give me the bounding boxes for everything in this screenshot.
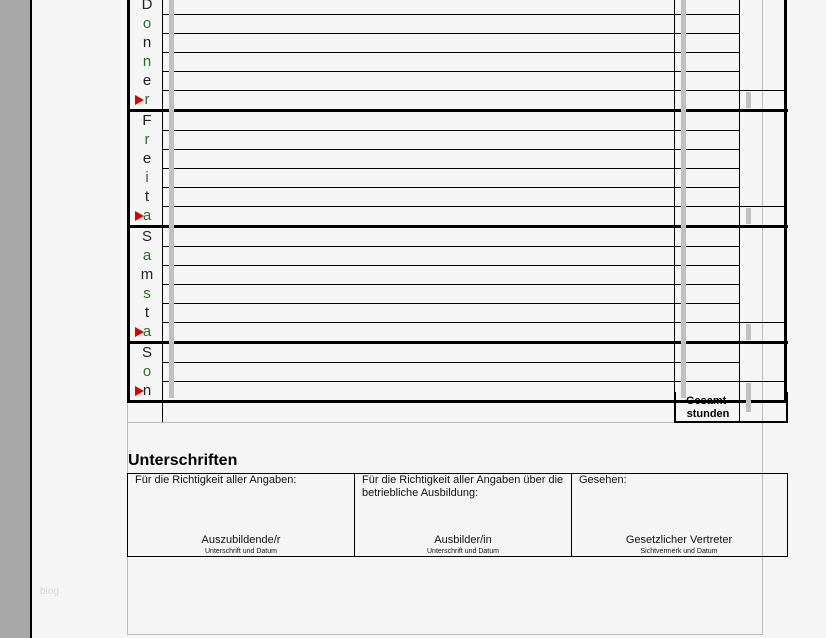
row-line <box>162 362 739 363</box>
total-hours-label: Gesamt- stunden <box>678 395 738 421</box>
sig-sub: Unterschrift und Datum <box>205 548 277 555</box>
day-letter: F <box>142 112 152 129</box>
sig-role: Gesetzlicher Vertreter <box>625 534 733 546</box>
day-letter: o <box>142 15 152 32</box>
total-hours-cell-marker <box>746 394 751 412</box>
day-letter: D <box>141 0 153 13</box>
row-line <box>162 284 739 285</box>
day-letter: o <box>142 363 152 380</box>
day-column-divider <box>162 0 163 422</box>
hours-cell-marker <box>746 92 751 108</box>
signature-cell-trainer[interactable]: Für die Richtigkeit aller Angaben über d… <box>355 474 571 556</box>
table-border-right <box>784 0 787 403</box>
comment-marker-icon <box>135 327 144 337</box>
day-letter: i <box>145 169 149 186</box>
left-gutter <box>0 0 32 638</box>
column-divider <box>674 0 675 400</box>
row-line <box>162 322 786 323</box>
row-line <box>162 381 786 382</box>
day-letter: S <box>141 344 152 361</box>
day-separator <box>127 109 788 112</box>
sig-divider <box>354 473 355 557</box>
row-line <box>162 168 739 169</box>
day-letter: e <box>142 150 152 167</box>
day-letter: t <box>144 188 150 205</box>
row-line <box>162 149 739 150</box>
column-marker <box>681 0 686 398</box>
column-marker <box>169 0 174 398</box>
row-line <box>162 206 786 207</box>
sig-divider <box>571 473 572 557</box>
total-label-line1: Gesamt- <box>685 395 731 407</box>
sig-role: Auszubildende/r <box>201 534 281 546</box>
signatures-table <box>127 473 788 557</box>
sig-text: Gesehen: <box>579 474 627 486</box>
watermark: blog <box>40 586 59 597</box>
table-bottom-rule <box>127 422 763 423</box>
day-letter: t <box>144 304 150 321</box>
day-separator <box>127 341 788 344</box>
comment-marker-icon <box>135 211 144 221</box>
day-letter: r <box>144 131 150 148</box>
hours-cell-marker <box>746 324 751 340</box>
comment-marker-icon <box>135 386 144 396</box>
day-letter: m <box>140 266 154 283</box>
day-letter: a <box>142 207 152 224</box>
sig-text: Für die Richtigkeit aller Angaben über d… <box>362 474 564 499</box>
total-hours-divider <box>739 392 740 423</box>
day-letter: r <box>144 91 150 108</box>
row-line <box>162 14 739 15</box>
total-hours-box <box>674 392 788 423</box>
day-letter: n <box>142 53 152 70</box>
day-separator <box>127 400 788 403</box>
signature-cell-guardian[interactable]: Gesehen: Gesetzlicher Vertreter Sichtver… <box>572 474 786 556</box>
comment-marker-icon <box>135 95 144 105</box>
day-letter: a <box>142 323 152 340</box>
row-line <box>162 303 739 304</box>
day-letter: n <box>142 34 152 51</box>
page-border-bottom <box>127 634 763 635</box>
day-letter: e <box>142 72 152 89</box>
row-line <box>162 33 739 34</box>
row-line <box>162 71 739 72</box>
row-line <box>162 265 739 266</box>
row-line <box>162 52 739 53</box>
sig-text: Für die Richtigkeit aller Angaben: <box>135 474 297 486</box>
table-border-left <box>127 0 130 403</box>
day-letter: n <box>142 382 152 399</box>
row-line <box>162 130 739 131</box>
total-label-line2: stunden <box>686 408 730 420</box>
signature-cell-trainee[interactable]: Für die Richtigkeit aller Angaben: Auszu… <box>128 474 354 556</box>
sig-sub: Sichtvermerk und Datum <box>640 548 718 555</box>
day-letter: S <box>141 228 152 245</box>
hours-cell-marker <box>746 208 751 224</box>
day-letter: a <box>142 247 152 264</box>
page-border-right <box>762 0 763 634</box>
hours-cell-marker <box>746 383 751 399</box>
sig-sub: Unterschrift und Datum <box>427 548 499 555</box>
row-line <box>162 187 739 188</box>
day-separator <box>127 225 788 228</box>
signatures-heading: Unterschriften <box>128 452 238 469</box>
column-divider <box>739 0 740 400</box>
day-letter: s <box>143 285 151 302</box>
sig-role: Ausbilder/in <box>434 534 492 546</box>
row-line <box>162 246 739 247</box>
row-line <box>162 90 786 91</box>
